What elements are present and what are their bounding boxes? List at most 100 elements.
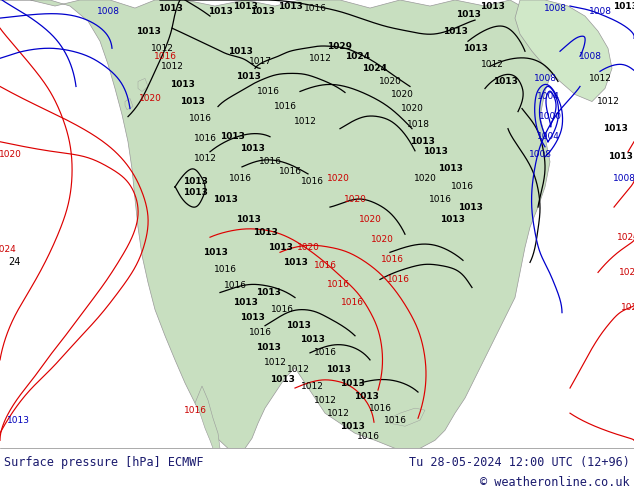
Text: 1013: 1013 [256, 288, 280, 297]
Text: 1020: 1020 [344, 195, 366, 203]
Text: Tu 28-05-2024 12:00 UTC (12+96): Tu 28-05-2024 12:00 UTC (12+96) [409, 456, 630, 469]
Text: 1013: 1013 [219, 132, 245, 141]
Text: 1020: 1020 [359, 215, 382, 223]
Text: 1012: 1012 [160, 62, 183, 71]
Text: 1013: 1013 [228, 47, 252, 56]
Text: 1016: 1016 [183, 406, 207, 415]
Text: 1016: 1016 [380, 255, 403, 264]
Text: 1012: 1012 [301, 382, 323, 391]
Text: 1013: 1013 [158, 3, 183, 13]
Text: 1013: 1013 [439, 215, 465, 223]
Text: 1013: 1013 [299, 335, 325, 344]
Text: 1024: 1024 [346, 52, 370, 61]
Text: Surface pressure [hPa] ECMWF: Surface pressure [hPa] ECMWF [4, 456, 204, 469]
Text: 1016: 1016 [313, 261, 337, 270]
Text: 1013: 1013 [493, 77, 517, 86]
Polygon shape [515, 0, 612, 101]
Text: 1018: 1018 [406, 120, 429, 129]
Text: 1029: 1029 [328, 42, 353, 51]
Text: 1016: 1016 [387, 275, 410, 284]
Polygon shape [390, 408, 425, 426]
Text: 1013: 1013 [410, 137, 434, 146]
Text: 1000: 1000 [538, 112, 562, 121]
Text: 1013: 1013 [183, 188, 207, 196]
Text: 1020: 1020 [391, 90, 413, 99]
Text: 1016: 1016 [304, 3, 327, 13]
Text: 1017: 1017 [249, 57, 271, 66]
Text: 1020: 1020 [378, 77, 401, 86]
Text: 1013: 1013 [354, 392, 378, 401]
Text: 1013: 1013 [256, 343, 280, 352]
Text: 1013: 1013 [479, 1, 505, 10]
Text: 1012: 1012 [588, 74, 611, 83]
Text: 1016: 1016 [249, 328, 271, 337]
Text: 1012: 1012 [314, 395, 337, 405]
Text: 1013: 1013 [212, 195, 238, 203]
Text: 1020: 1020 [413, 174, 436, 183]
Text: 1008: 1008 [588, 6, 612, 16]
Text: 1016: 1016 [384, 416, 406, 425]
Text: 1013: 1013 [236, 215, 261, 223]
Text: 1016: 1016 [451, 182, 474, 192]
Text: 1008: 1008 [612, 174, 634, 183]
Text: 1020: 1020 [0, 150, 22, 159]
Text: 1013: 1013 [463, 44, 488, 53]
Text: 1013: 1013 [169, 80, 195, 89]
Text: 1012: 1012 [481, 60, 503, 69]
Text: 1013: 1013 [612, 1, 634, 10]
Text: 1016: 1016 [153, 52, 176, 61]
Text: 1012: 1012 [193, 154, 216, 163]
Text: 1013: 1013 [250, 6, 275, 16]
Text: 24: 24 [8, 257, 20, 268]
Text: 1012: 1012 [150, 44, 174, 53]
Text: 1013: 1013 [240, 144, 264, 153]
Text: 1020: 1020 [616, 233, 634, 242]
Text: 1016: 1016 [259, 157, 281, 166]
Text: 1013: 1013 [278, 1, 302, 10]
Text: 1020: 1020 [139, 94, 162, 103]
Text: 1013: 1013 [340, 378, 365, 388]
Text: 1013: 1013 [233, 298, 257, 307]
Text: 1013: 1013 [183, 177, 207, 187]
Text: 1016: 1016 [340, 298, 363, 307]
Text: 1016: 1016 [228, 174, 252, 183]
Text: 1013: 1013 [236, 72, 261, 81]
Text: 1013: 1013 [285, 321, 311, 330]
Text: 1013: 1013 [202, 248, 228, 257]
Text: 1013: 1013 [136, 26, 160, 36]
Text: 1016: 1016 [224, 281, 247, 290]
Text: 1016: 1016 [271, 305, 294, 314]
Text: 1016: 1016 [257, 87, 280, 96]
Text: 1016: 1016 [313, 348, 337, 357]
Text: 1016: 1016 [278, 168, 302, 176]
Text: 1012: 1012 [309, 54, 332, 63]
Text: 1013: 1013 [326, 366, 351, 374]
Text: 1016: 1016 [273, 102, 297, 111]
Text: 1013: 1013 [252, 228, 278, 237]
Text: 1016: 1016 [188, 114, 212, 123]
Text: 1013: 1013 [240, 313, 264, 322]
Polygon shape [138, 78, 148, 92]
Polygon shape [125, 98, 133, 110]
Text: 1016: 1016 [301, 177, 323, 187]
Text: 1013: 1013 [233, 1, 257, 10]
Text: 1012: 1012 [597, 97, 619, 106]
Text: 1012: 1012 [264, 358, 287, 368]
Text: 1008: 1008 [96, 6, 119, 16]
Text: 1008: 1008 [529, 150, 552, 159]
Text: 1013: 1013 [607, 152, 633, 161]
Text: 1016: 1016 [193, 134, 216, 143]
Text: 1016: 1016 [429, 195, 451, 203]
Text: 1013: 1013 [423, 147, 448, 156]
Text: 1013: 1013 [340, 422, 365, 431]
Text: 1013: 1013 [283, 258, 307, 267]
Text: 1004: 1004 [536, 92, 559, 101]
Text: 1024: 1024 [363, 64, 387, 73]
Text: 1024: 1024 [619, 268, 634, 277]
Text: 1004: 1004 [536, 132, 559, 141]
Text: 1013: 1013 [268, 243, 292, 252]
Polygon shape [0, 0, 558, 448]
Text: 1008: 1008 [578, 52, 602, 61]
Text: 1024: 1024 [0, 245, 16, 254]
Text: 1013: 1013 [456, 10, 481, 19]
